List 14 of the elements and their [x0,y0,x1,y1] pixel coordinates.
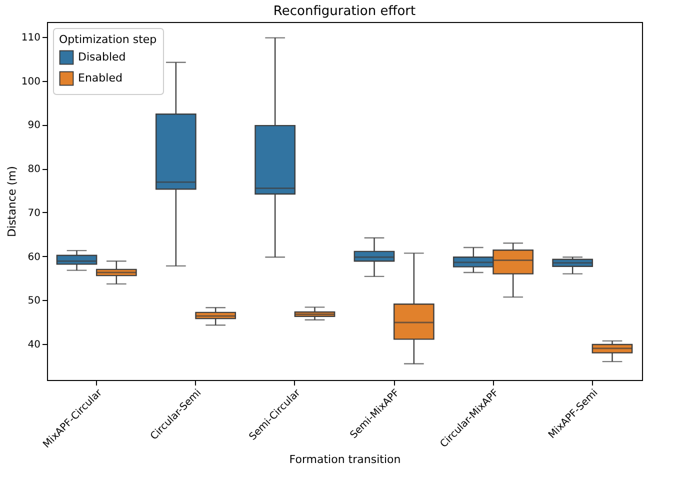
y-tick-label: 70 [28,208,40,219]
y-tick-label: 90 [28,120,40,132]
y-tick-label: 100 [21,76,40,88]
y-tick-label: 50 [28,296,40,307]
y-tick-label: 110 [21,32,40,44]
y-tick-label: 40 [28,340,40,351]
y-tick-label: 80 [28,164,40,176]
y-axis-title: Distance (m) [5,166,18,237]
legend-label: Disabled [78,50,126,64]
legend-title: Optimization step [59,33,157,46]
chart-title: Reconfiguration effort [273,4,416,19]
y-tick-label: 60 [28,252,40,263]
legend-label: Enabled [78,72,122,84]
x-axis-title: Formation transition [289,452,401,466]
